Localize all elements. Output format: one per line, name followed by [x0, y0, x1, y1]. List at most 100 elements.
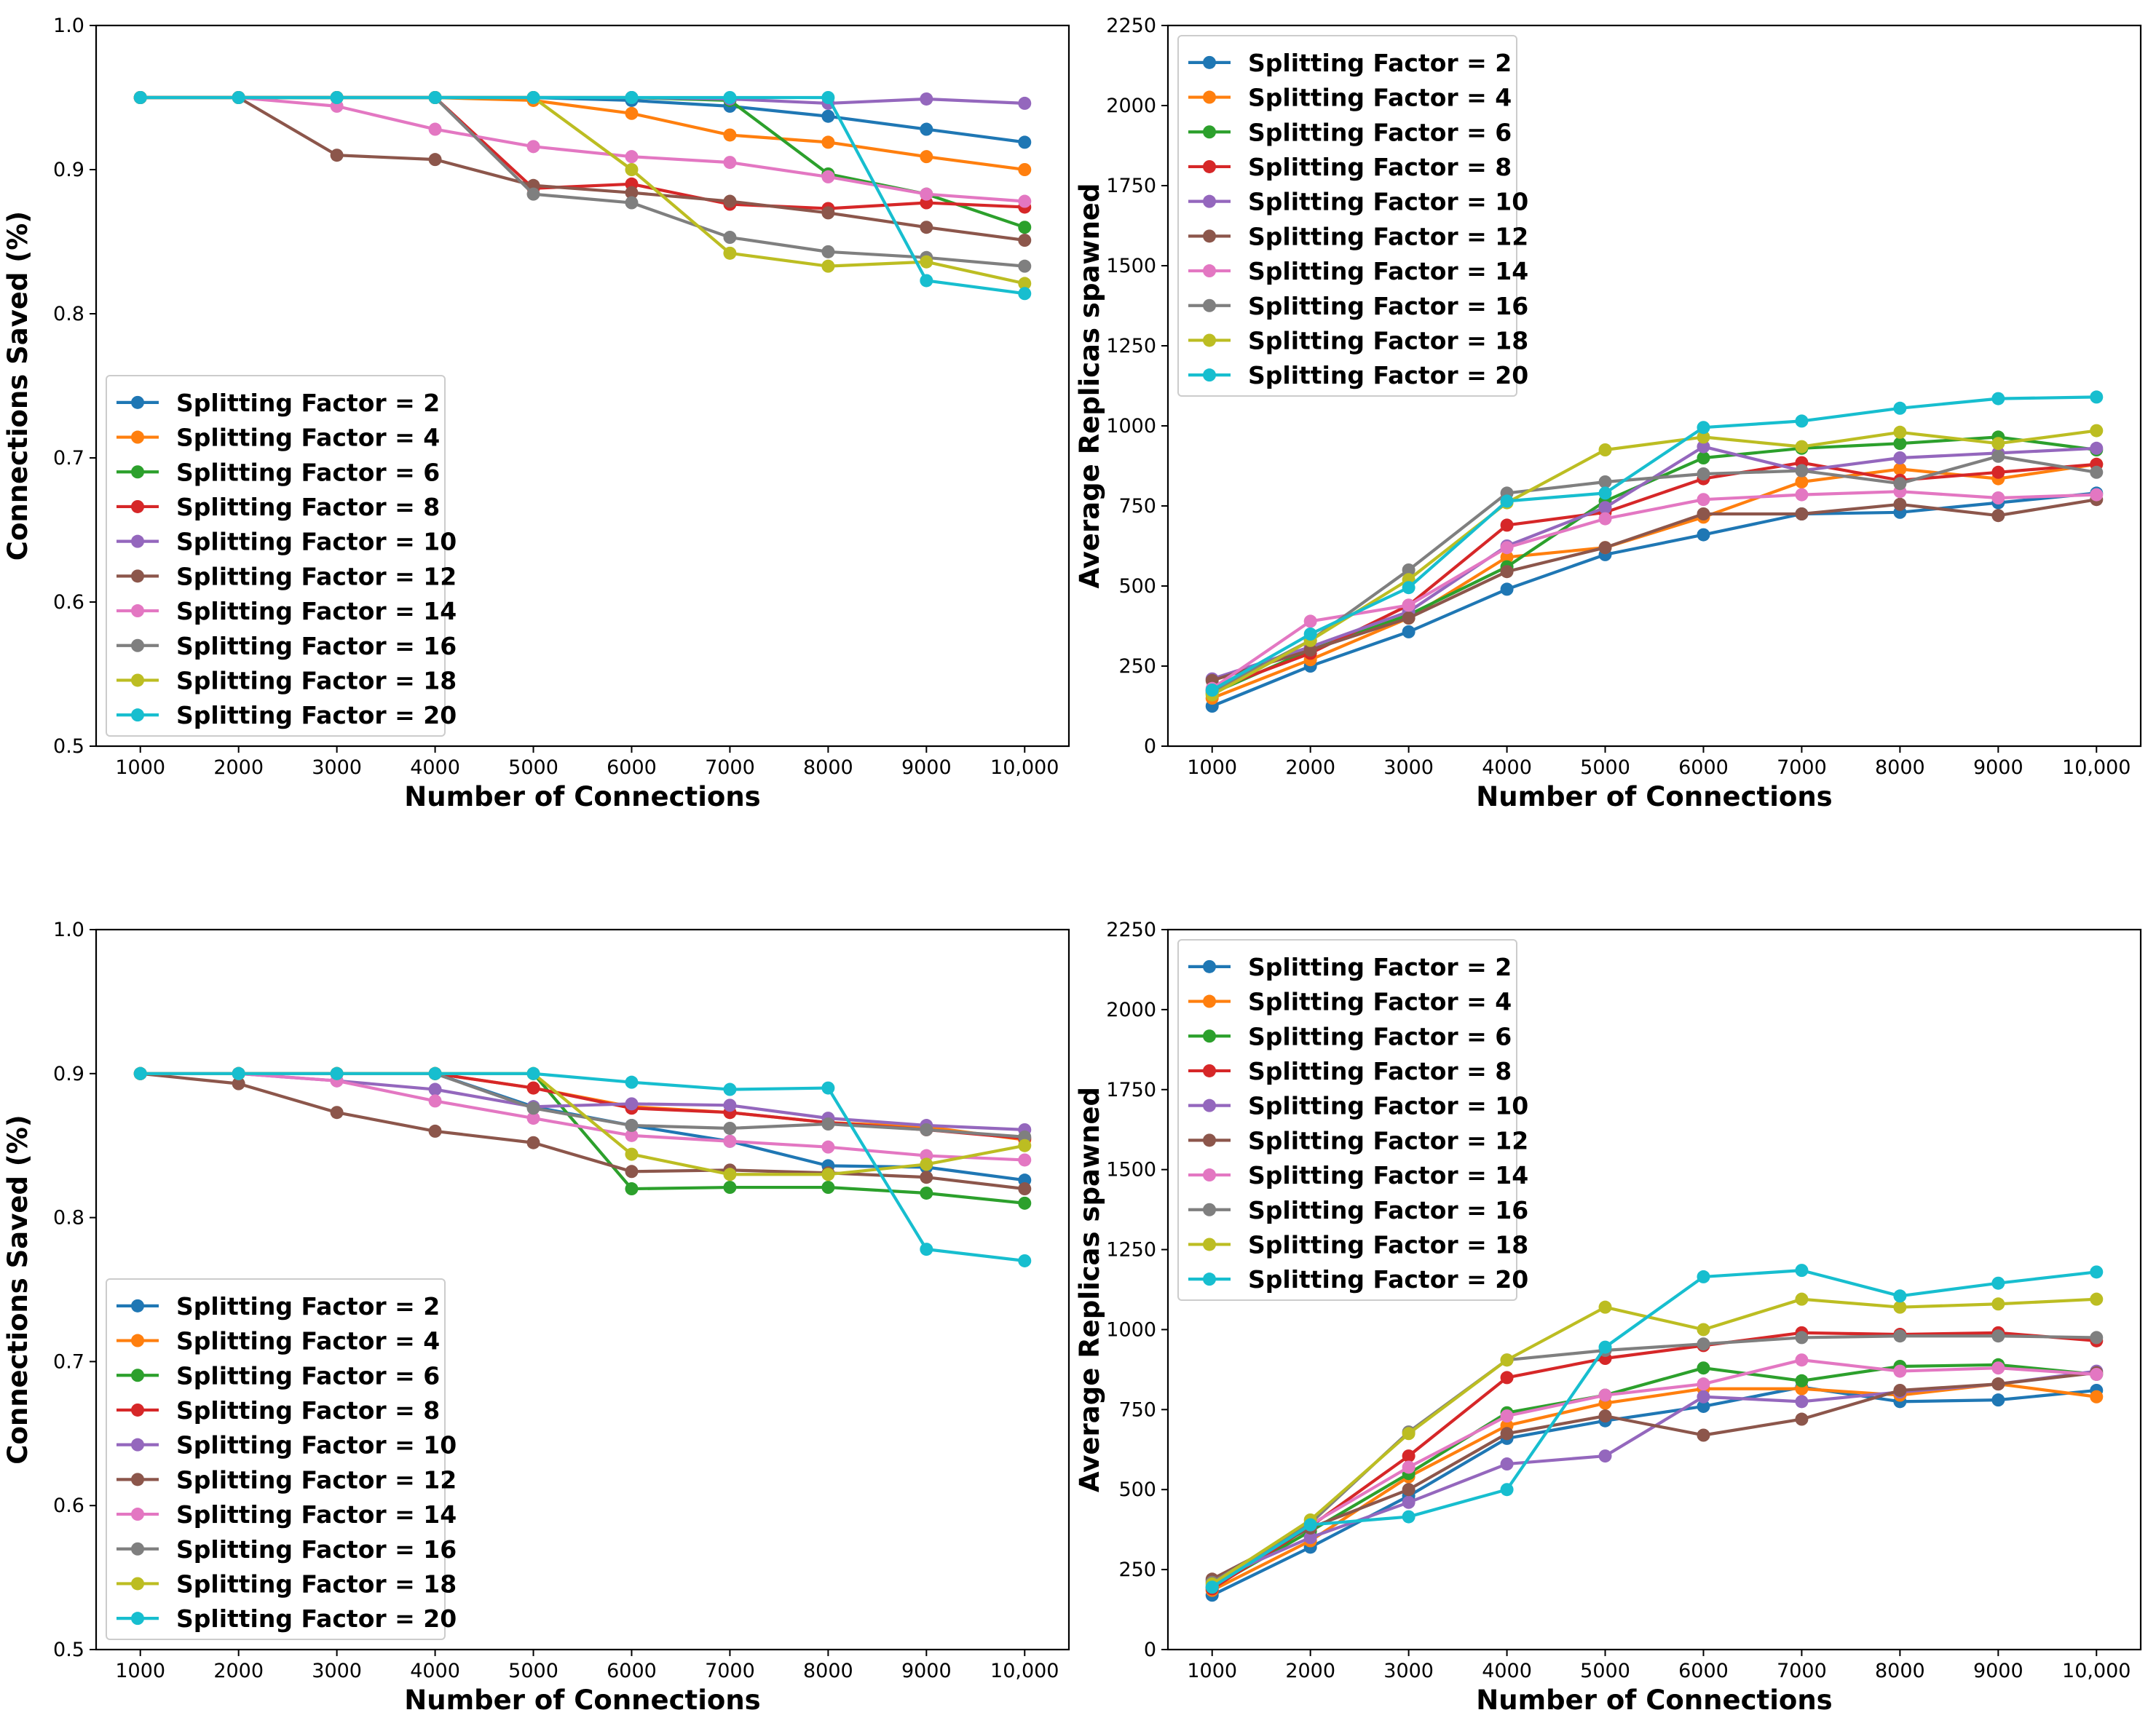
data-point — [723, 194, 737, 208]
data-point — [1303, 1518, 1317, 1532]
legend-label: Splitting Factor = 12 — [176, 562, 457, 590]
data-point — [2090, 1265, 2104, 1279]
x-tick-label: 1000 — [115, 756, 165, 779]
data-point — [625, 163, 639, 176]
legend-swatch-marker — [131, 604, 144, 618]
data-point — [1697, 421, 1710, 435]
series-line — [1211, 1363, 2097, 1589]
legend-item: Splitting Factor = 4 — [1188, 988, 1512, 1016]
series-line — [140, 95, 1025, 268]
data-point — [428, 1124, 442, 1138]
data-point — [625, 1075, 639, 1089]
data-point — [625, 1128, 639, 1142]
data-point — [1795, 464, 1809, 478]
series-10 — [133, 91, 1032, 301]
data-point — [1697, 1337, 1710, 1351]
series-line — [1211, 1358, 2097, 1587]
data-point — [821, 170, 835, 183]
data-point — [920, 274, 933, 288]
data-point — [1893, 462, 1907, 476]
legend-label: Splitting Factor = 8 — [176, 493, 440, 521]
data-point — [1893, 1383, 1907, 1397]
data-point — [920, 122, 933, 136]
data-point — [1598, 1340, 1612, 1354]
data-point — [1303, 644, 1317, 657]
data-point — [1402, 1495, 1415, 1509]
data-point — [330, 1106, 344, 1120]
legend-swatch-marker — [1203, 264, 1216, 278]
legend-item: Splitting Factor = 14 — [117, 1500, 457, 1529]
x-tick-label: 8000 — [803, 1660, 853, 1682]
data-point — [920, 221, 933, 234]
series-3 — [1205, 430, 2104, 700]
legend-label: Splitting Factor = 4 — [176, 424, 440, 452]
legend-swatch-marker — [1203, 1098, 1216, 1112]
series-line — [1211, 491, 2097, 708]
legend-swatch-marker — [1203, 1272, 1216, 1286]
legend: Splitting Factor = 2 Splitting Factor = 4… — [106, 375, 457, 737]
y-axis-label: Connections Saved (%) — [2, 1115, 33, 1464]
data-point — [1598, 512, 1612, 526]
data-point — [1303, 1531, 1317, 1545]
data-point — [1500, 541, 1514, 555]
legend-item: Splitting Factor = 10 — [1188, 188, 1528, 216]
y-tick-label: 0 — [1144, 1639, 1156, 1661]
legend-swatch-marker — [1203, 1029, 1216, 1043]
data-point — [1018, 221, 1032, 234]
data-point — [2090, 441, 2104, 455]
data-point — [625, 1097, 639, 1111]
data-point — [625, 150, 639, 164]
x-tick-label: 10,000 — [2062, 1660, 2131, 1682]
legend-label: Splitting Factor = 18 — [1248, 326, 1528, 355]
series-1 — [1205, 1380, 2104, 1602]
series-line — [1211, 454, 2097, 694]
data-point — [1402, 1460, 1415, 1474]
legend-frame — [1177, 35, 1517, 397]
legend-label: Splitting Factor = 20 — [1248, 361, 1528, 389]
data-point — [1018, 1182, 1032, 1196]
data-point — [1018, 163, 1032, 176]
legend-item: Splitting Factor = 12 — [117, 1465, 457, 1494]
data-point — [330, 149, 344, 162]
data-point — [428, 1082, 442, 1096]
legend-label: Splitting Factor = 10 — [1248, 1092, 1528, 1120]
series-line — [1211, 490, 2097, 690]
legend-item: Splitting Factor = 8 — [1188, 1057, 1512, 1085]
series-line — [1211, 1369, 2097, 1583]
y-axis-label: Average Replicas spawned — [1074, 183, 1105, 588]
series-line — [1211, 395, 2097, 692]
data-point — [1991, 509, 2005, 523]
data-point — [2090, 424, 2104, 438]
series-line — [1211, 1269, 2097, 1589]
legend-swatch-marker — [131, 638, 144, 652]
data-point — [1402, 598, 1415, 612]
legend-label: Splitting Factor = 14 — [176, 1500, 457, 1529]
legend-swatch-marker — [131, 1508, 144, 1521]
data-point — [2090, 465, 2104, 479]
legend-swatch-marker — [131, 569, 144, 583]
series-8 — [133, 91, 1032, 273]
data-point — [1500, 582, 1514, 596]
y-tick-label: 2250 — [1106, 15, 1156, 37]
x-tick-label: 2000 — [1285, 1660, 1335, 1682]
data-point — [1500, 1353, 1514, 1367]
legend-label: Splitting Factor = 10 — [176, 1431, 457, 1460]
legend-swatch-marker — [131, 1542, 144, 1556]
data-point — [1795, 1264, 1809, 1278]
legend-label: Splitting Factor = 16 — [176, 632, 457, 660]
legend-label: Splitting Factor = 14 — [1248, 1161, 1528, 1189]
legend-label: Splitting Factor = 6 — [176, 1361, 440, 1390]
y-tick-label: 1500 — [1106, 1159, 1156, 1181]
legend-label: Splitting Factor = 14 — [1248, 257, 1528, 285]
legend-item: Splitting Factor = 14 — [117, 597, 457, 625]
legend-item: Splitting Factor = 18 — [117, 666, 457, 694]
data-point — [1893, 451, 1907, 464]
x-tick-label: 4000 — [1482, 1660, 1532, 1682]
series-10 — [133, 1066, 1032, 1267]
legend-swatch-marker — [131, 1299, 144, 1313]
x-tick-label: 5000 — [1580, 1660, 1630, 1682]
data-point — [920, 92, 933, 106]
data-point — [1598, 501, 1612, 515]
legend-label: Splitting Factor = 14 — [176, 597, 457, 625]
series-line — [140, 1072, 1025, 1191]
